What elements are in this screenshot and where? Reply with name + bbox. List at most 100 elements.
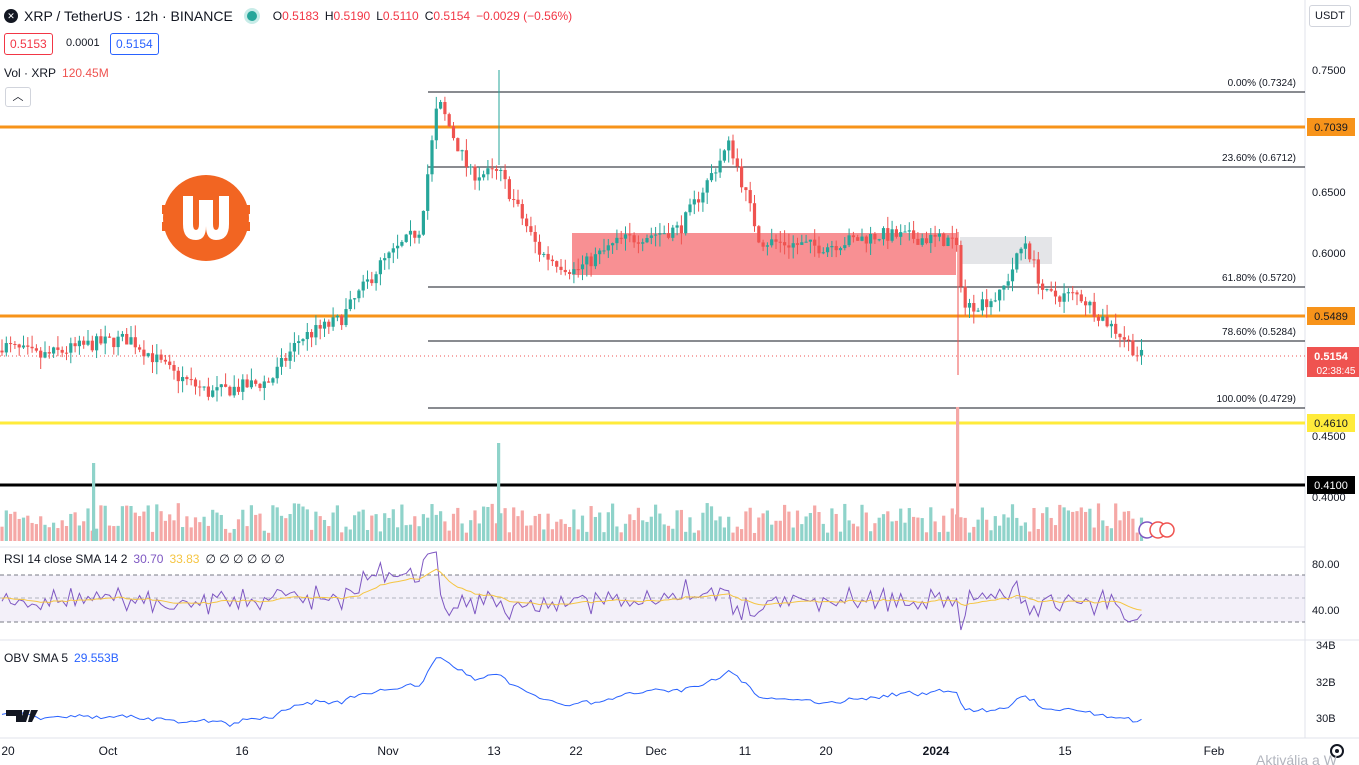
price-axis-label: 0.7500 (1312, 65, 1346, 77)
candle-body (856, 237, 860, 241)
last-price-value: 0.5154 (1314, 351, 1349, 363)
volume-bar (1127, 511, 1131, 541)
volume-bar (86, 508, 90, 541)
candle-body (90, 340, 94, 351)
candle-body (529, 226, 533, 232)
candle-body (391, 248, 395, 253)
level-price-tag-text: 0.7039 (1314, 122, 1348, 134)
volume-bar (482, 506, 486, 541)
candle-body (245, 379, 249, 388)
volume-bar (370, 515, 374, 541)
candle-body (684, 212, 688, 234)
volume-bar (56, 528, 60, 541)
volume-bar (365, 529, 370, 541)
volume-bar (817, 512, 821, 541)
candle-body (873, 233, 877, 240)
volume-bar (546, 513, 550, 541)
candle-body (228, 386, 232, 396)
chevron-up-icon[interactable]: ︿ (5, 87, 31, 107)
volume-bar (292, 503, 296, 541)
time-axis-label: Dec (645, 744, 666, 758)
volume-bar (4, 510, 8, 541)
candle-body (112, 337, 116, 348)
volume-bar (1010, 504, 1015, 541)
candle-body (572, 269, 576, 275)
candle-body (877, 239, 881, 241)
candle-body (464, 150, 468, 167)
candle-body (1127, 339, 1131, 341)
volume-bar (740, 529, 744, 541)
volume-bar (125, 505, 129, 541)
candle-body (103, 336, 107, 344)
symbol-title[interactable]: XRP / TetherUS · 12h · BINANCE (24, 8, 233, 24)
candle-body (864, 236, 868, 244)
volume-bar (262, 530, 266, 541)
volume-bar (1049, 517, 1053, 541)
volume-bar (103, 505, 107, 541)
candle-body (413, 230, 417, 238)
candle-body (963, 286, 967, 308)
volume-bar (26, 515, 30, 541)
candle-body (73, 343, 77, 347)
volume-bar (804, 516, 808, 541)
volume-bar (426, 517, 430, 541)
candle-body (176, 370, 180, 382)
volume-bar (163, 520, 167, 541)
gear-icon[interactable] (1330, 744, 1344, 758)
candle-body (765, 245, 769, 247)
candle-body (752, 203, 757, 227)
volume-bar (17, 518, 21, 541)
volume-bar (752, 532, 757, 541)
volume-bar (1036, 529, 1040, 541)
candle-body (899, 232, 903, 237)
candle-body (1010, 269, 1015, 282)
volume-bar (112, 526, 116, 541)
grey-zone (960, 237, 1052, 264)
candle-body (168, 361, 172, 366)
volume-bar (477, 523, 481, 541)
volume-bar (215, 512, 219, 541)
buy-price-button[interactable]: 0.5154 (110, 33, 159, 55)
tradingview-logo-icon[interactable] (6, 710, 38, 722)
volume-bar (206, 525, 210, 541)
gear-icon[interactable] (1335, 749, 1339, 753)
volume-bar (727, 516, 731, 541)
time-axis-label: 20 (819, 744, 833, 758)
level-price-tag-text: 0.4100 (1314, 480, 1348, 492)
volume-bar (21, 517, 26, 541)
volume-bar (189, 527, 193, 541)
candle-body (460, 150, 464, 152)
currency-select[interactable]: USDT (1309, 5, 1351, 27)
volume-bar (765, 510, 769, 541)
candle-body (658, 233, 662, 235)
candle-body (133, 337, 137, 348)
candle-body (649, 235, 653, 238)
volume-bar (185, 516, 189, 541)
volume-bar (404, 525, 408, 541)
us-flag-icon[interactable] (1159, 522, 1175, 538)
candle-body (439, 102, 443, 109)
volume-bar (9, 513, 13, 541)
candle-body (275, 366, 279, 379)
volume-bar (99, 505, 103, 541)
candle-body (946, 237, 950, 247)
volume-bar (679, 509, 683, 541)
volume-bar (353, 515, 357, 541)
candle-body (39, 350, 43, 358)
sell-price-button[interactable]: 0.5153 (4, 33, 53, 55)
volume-bar (155, 504, 159, 541)
candle-body (924, 238, 929, 244)
candle-body (138, 347, 142, 350)
volume-bar (856, 526, 860, 541)
volume-bar (267, 532, 271, 541)
candle-body (821, 252, 825, 254)
candle-body (482, 174, 486, 178)
volume-bar (525, 525, 529, 541)
candle-body (451, 126, 456, 139)
time-axis-label: 2024 (923, 744, 950, 758)
candle-body (662, 233, 666, 235)
volume-bar (813, 505, 817, 541)
volume-bar (245, 526, 249, 541)
candle-body (34, 348, 38, 351)
